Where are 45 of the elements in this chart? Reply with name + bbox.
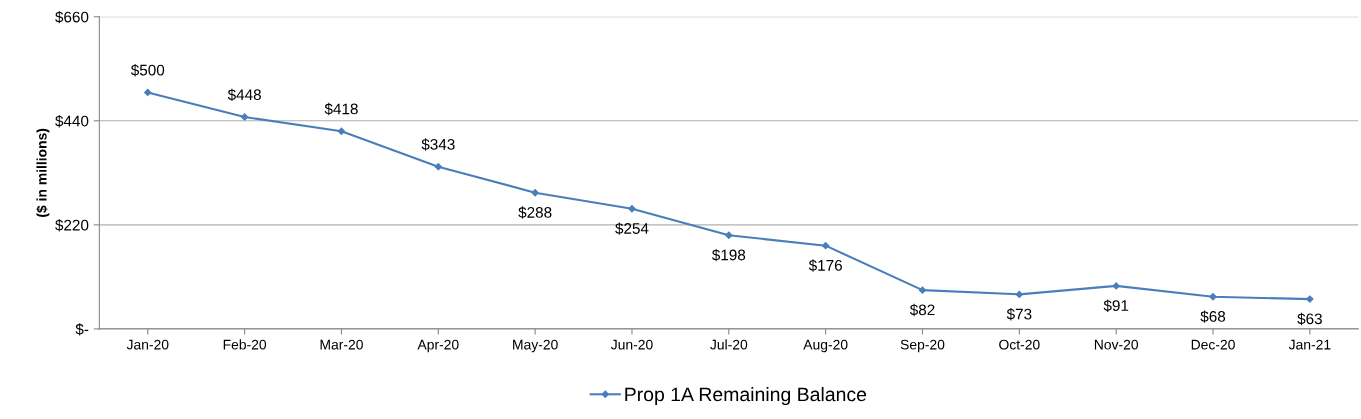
data-label: $73 — [1006, 308, 1032, 321]
point — [1112, 282, 1120, 290]
data-label: $448 — [227, 88, 261, 102]
x-tick-label: Jan-20 — [126, 339, 169, 350]
x-tick-label: Mar-20 — [320, 339, 363, 350]
x-tick-label: Dec-20 — [1191, 339, 1235, 350]
x-tick-label: Jun-20 — [610, 339, 653, 350]
point — [822, 242, 830, 250]
data-label: $198 — [711, 248, 746, 262]
y-tick-label: $220 — [55, 219, 89, 232]
y-tick-label: $- — [75, 323, 89, 336]
point — [144, 88, 152, 97]
data-label: $176 — [808, 259, 842, 272]
point — [1306, 295, 1314, 303]
point — [240, 113, 249, 121]
data-label: $254 — [615, 222, 649, 235]
data-label: $63 — [1297, 312, 1322, 326]
data-label: $82 — [909, 303, 935, 317]
data-label: $418 — [324, 102, 358, 116]
x-tick-label: Apr-20 — [417, 339, 459, 353]
y-tick-label: $440 — [55, 115, 89, 128]
x-tick-label: Feb-20 — [223, 339, 267, 350]
data-label: $343 — [421, 138, 455, 151]
x-tick-label: Sep-20 — [900, 339, 945, 353]
y-tick-label: $660 — [55, 10, 89, 24]
point — [434, 163, 442, 171]
point — [1015, 290, 1023, 299]
x-tick-label: May-20 — [513, 339, 558, 353]
data-label: $288 — [518, 206, 552, 219]
y-axis-title: ($ in millions) — [36, 128, 50, 217]
point — [531, 189, 539, 197]
x-tick-label: Oct-20 — [999, 339, 1040, 350]
x-tick-label: Aug-20 — [803, 339, 848, 353]
x-tick-label: Nov-20 — [1094, 339, 1139, 350]
data-label: $91 — [1103, 299, 1129, 312]
point — [725, 231, 733, 239]
point — [1209, 293, 1217, 301]
point — [337, 127, 346, 135]
data-label: $68 — [1200, 310, 1226, 323]
data-label: $500 — [130, 64, 165, 77]
x-tick-label: Jul-20 — [710, 339, 748, 350]
legend-label: Prop 1A Remaining Balance — [625, 387, 867, 406]
x-tick-label: Jan-21 — [1288, 339, 1331, 350]
point — [918, 286, 927, 294]
point — [628, 205, 636, 213]
